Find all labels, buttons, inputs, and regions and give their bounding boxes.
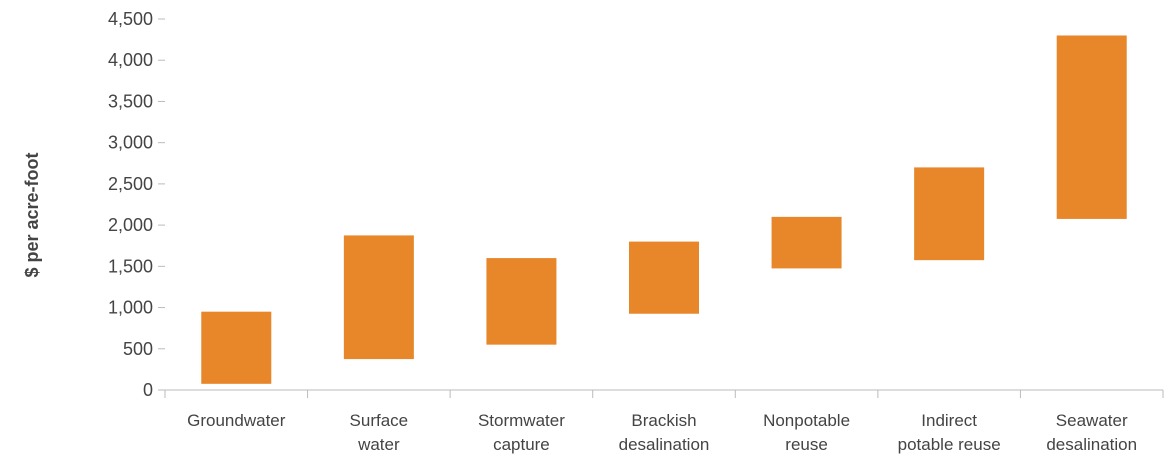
range-bar	[486, 258, 557, 345]
category-label: potable reuse	[898, 435, 1001, 454]
y-tick-label: 2,500	[108, 174, 153, 194]
category-label: Stormwater	[478, 411, 565, 430]
range-bar	[1056, 35, 1127, 219]
y-tick-label: 1,000	[108, 298, 153, 318]
range-bar	[914, 167, 985, 261]
y-tick-label: 3,000	[108, 133, 153, 153]
category-labels: Groundwater Surface water Stormwater capture…	[187, 411, 1137, 454]
bars	[201, 35, 1127, 384]
category-label: reuse	[785, 435, 828, 454]
y-tick-label: 0	[143, 380, 153, 400]
y-axis: 0 500 1,000 1,500 2,000 2,500 3,000 3,500 4,000 4…	[108, 9, 165, 400]
range-bar	[201, 311, 272, 384]
category-label: desalination	[619, 435, 710, 454]
y-tick-label: 4,000	[108, 50, 153, 70]
y-tick-label: 3,500	[108, 91, 153, 111]
category-label: Brackish	[631, 411, 696, 430]
range-bar	[629, 241, 699, 314]
y-tick-label: 4,500	[108, 9, 153, 29]
range-bar	[771, 216, 842, 269]
category-label: Indirect	[921, 411, 977, 430]
x-axis	[164, 389, 1164, 398]
category-label: Seawater	[1056, 411, 1128, 430]
category-label: Surface	[350, 411, 409, 430]
range-bar	[343, 235, 414, 360]
y-axis-title: $ per acre-foot	[22, 152, 42, 277]
y-tick-label: 500	[123, 339, 153, 359]
category-label: Groundwater	[187, 411, 286, 430]
category-label: desalination	[1046, 435, 1137, 454]
category-label: water	[357, 435, 400, 454]
category-label: capture	[493, 435, 550, 454]
category-label: Nonpotable	[763, 411, 850, 430]
y-tick-label: 1,500	[108, 256, 153, 276]
y-tick-label: 2,000	[108, 215, 153, 235]
